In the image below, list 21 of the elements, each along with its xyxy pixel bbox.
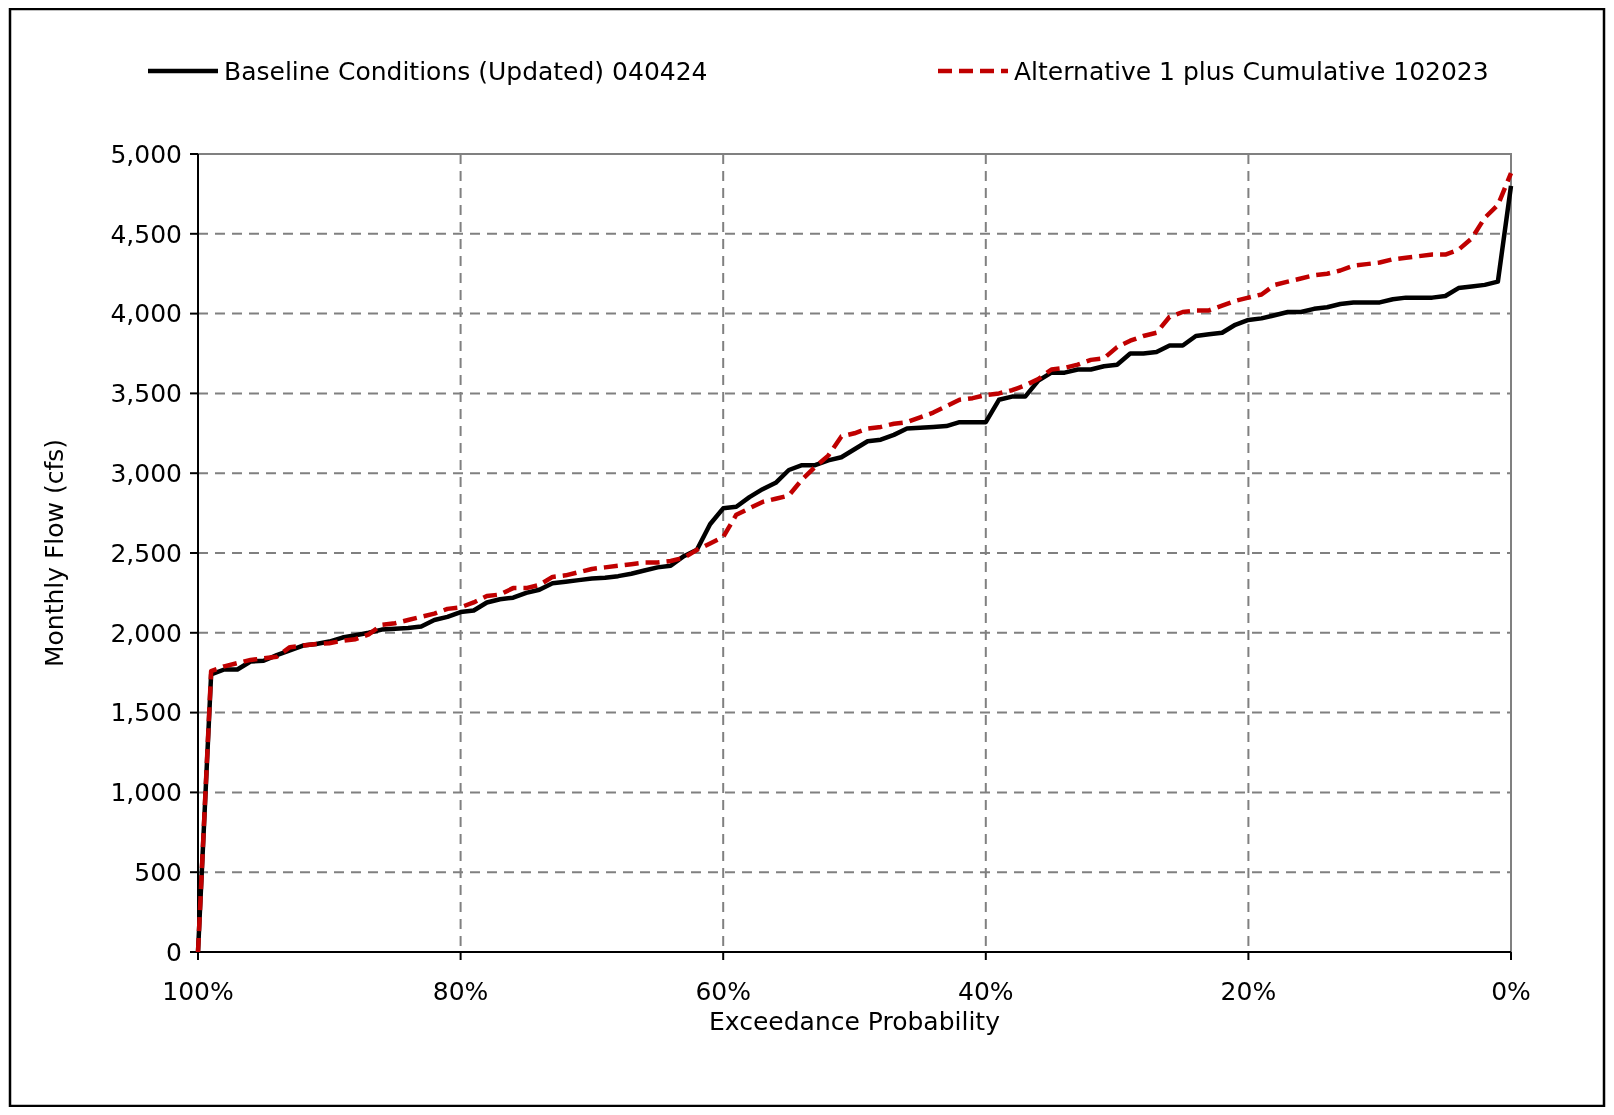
x-tick-label: 80% <box>432 977 489 1006</box>
y-tick-label: 2,000 <box>110 618 182 648</box>
legend-label: Alternative 1 plus Cumulative 102023 <box>1014 56 1489 86</box>
y-tick-label: 3,000 <box>110 458 182 488</box>
x-tick-label: 100% <box>162 977 234 1006</box>
y-tick-label: 3,500 <box>110 379 182 409</box>
x-tick-label: 60% <box>695 977 751 1006</box>
y-tick-label: 4,000 <box>110 299 182 329</box>
x-tick-label: 40% <box>958 977 1014 1006</box>
y-tick-label: 2,500 <box>110 538 182 568</box>
y-tick-label: 4,500 <box>110 219 182 249</box>
y-tick-label: 500 <box>134 857 182 887</box>
x-tick-label: 0% <box>1491 977 1531 1006</box>
y-tick-label: 5,000 <box>110 139 182 169</box>
y-tick-label: 0 <box>166 937 182 967</box>
x-tick-label: 20% <box>1220 977 1277 1006</box>
y-tick-label: 1,000 <box>110 778 182 808</box>
legend-label: Baseline Conditions (Updated) 040424 <box>224 56 708 86</box>
y-tick-label: 1,500 <box>110 698 182 728</box>
x-axis-title: Exceedance Probability <box>709 1007 1001 1036</box>
y-axis-title: Monthly Flow (cfs) <box>40 438 69 668</box>
